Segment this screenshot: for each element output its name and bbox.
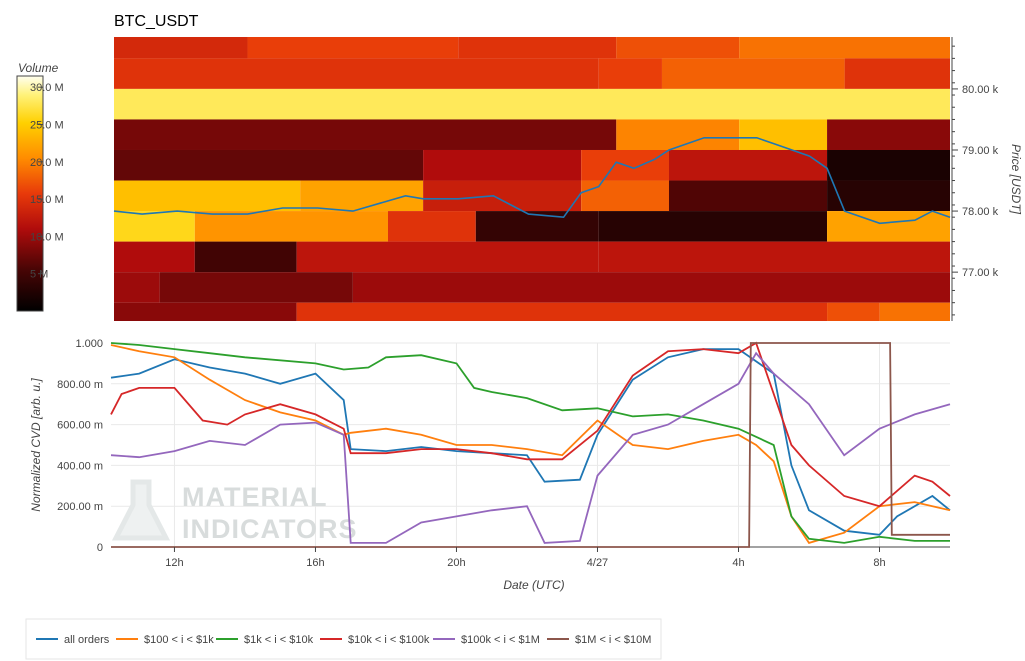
heatmap-cell — [458, 37, 617, 59]
heatmap-cell — [114, 88, 950, 120]
x-tick-label: 8h — [873, 557, 885, 569]
heatmap-cell — [739, 37, 950, 59]
heatmap-cell — [844, 58, 950, 89]
legend-label[interactable]: $100k < i < $1M — [461, 634, 540, 646]
series-line-0 — [110, 348, 951, 536]
series-line-4 — [110, 351, 951, 544]
heatmap-cell — [296, 241, 599, 273]
heatmap-cell — [827, 149, 950, 181]
watermark-logo: MATERIAL INDICATORS — [111, 479, 358, 544]
heatmap-cell — [581, 180, 669, 212]
y-axis-title: Normalized CVD [arb. u.] — [29, 378, 43, 512]
watermark-line1: MATERIAL — [182, 482, 327, 512]
y-axis: 1.000 800.00 m 600.00 m 400.00 m 200.00 m 0 — [57, 338, 103, 554]
heatmap-cell — [827, 302, 880, 321]
legend-label[interactable]: $10k < i < $100k — [348, 634, 430, 646]
cvd-series — [110, 341, 951, 548]
heatmap-cell — [827, 119, 950, 150]
colorbar-tick-label: 30.0 M — [30, 82, 64, 94]
heatmap-title: BTC_USDT — [114, 13, 199, 30]
watermark-line2: INDICATORS — [182, 514, 358, 544]
price-tick-label: 77.00 k — [962, 267, 999, 279]
y-tick-label: 0 — [97, 542, 103, 554]
price-axis: 80.00 k 79.00 k 78.00 k 77.00 k — [951, 37, 999, 321]
x-axis-title: Date (UTC) — [503, 578, 564, 592]
price-tick-label: 80.00 k — [962, 84, 999, 96]
heatmap-cell — [661, 58, 845, 89]
heatmap-cell — [352, 272, 950, 303]
heatmap-cell — [827, 180, 950, 212]
heatmap-cell — [114, 211, 195, 242]
series-line-1 — [110, 344, 951, 544]
heatmap-cell — [296, 302, 828, 321]
heatmap-cell — [616, 119, 740, 150]
legend-label[interactable]: $1M < i < $10M — [575, 634, 651, 646]
heatmap-cell — [114, 149, 424, 181]
series-line-5 — [111, 342, 950, 548]
x-tick-label: 20h — [447, 557, 465, 569]
heatmap-bands — [114, 37, 950, 321]
heatmap-cell — [194, 211, 388, 242]
colorbar-tick-label: 10.0 M — [30, 231, 64, 243]
heatmap-cell — [423, 180, 582, 212]
price-axis-title: Price [USDT] — [1009, 144, 1023, 215]
heatmap-cell — [300, 180, 424, 212]
heatmap-cell — [598, 58, 662, 89]
colorbar-tick-label: 25.0 M — [30, 119, 64, 131]
heatmap-cell — [114, 272, 160, 303]
heatmap-cell — [879, 302, 950, 321]
series-line-2 — [110, 342, 950, 544]
heatmap-cell — [827, 211, 950, 242]
heatmap-cell — [114, 119, 617, 150]
colorbar-tick-label: 5 M — [30, 269, 48, 281]
legend-label[interactable]: all orders — [64, 634, 110, 646]
heatmap-cell — [423, 149, 582, 181]
x-tick-label: 16h — [306, 557, 324, 569]
heatmap-cell — [598, 241, 950, 273]
price-tick-label: 78.00 k — [962, 206, 999, 218]
heatmap-cell — [668, 180, 828, 212]
y-tick-label: 600.00 m — [57, 420, 103, 432]
heatmap-cell — [114, 302, 297, 321]
y-tick-label: 1.000 — [75, 338, 103, 350]
heatmap-cell — [739, 119, 828, 150]
heatmap-cell — [668, 149, 828, 181]
legend-label[interactable]: $100 < i < $1k — [144, 634, 214, 646]
legend-label[interactable]: $1k < i < $10k — [244, 634, 314, 646]
x-tick-label: 12h — [165, 557, 183, 569]
y-tick-label: 200.00 m — [57, 501, 103, 513]
colorbar-tick-label: 15.0 M — [30, 194, 64, 206]
y-tick-label: 800.00 m — [57, 379, 103, 391]
series-line-3 — [110, 341, 951, 508]
heatmap-cell — [616, 37, 740, 59]
colorbar-ticks: 30.0 M 25.0 M 20.0 M 15.0 M 10.0 M 5 M — [30, 82, 64, 281]
colorbar-title: Volume — [18, 61, 59, 75]
heatmap-cell — [475, 211, 599, 242]
heatmap-cell — [114, 37, 248, 59]
legend: all orders $100 < i < $1k $1k < i < $10k $1… — [36, 634, 651, 646]
heatmap-cell — [114, 180, 301, 212]
x-tick-label: 4h — [732, 557, 744, 569]
price-line — [113, 137, 951, 225]
heatmap-cell — [194, 241, 297, 273]
heatmap-cell — [114, 241, 195, 273]
heatmap-cell — [387, 211, 476, 242]
flask-icon — [111, 479, 171, 541]
x-tick-label: 4/27 — [587, 557, 608, 569]
heatmap-cell — [598, 211, 828, 242]
heatmap-cell — [247, 37, 459, 59]
x-axis: 12h 16h 20h 4/27 4h 8h — [165, 547, 886, 569]
colorbar-tick-label: 20.0 M — [30, 157, 64, 169]
colorbar — [16, 75, 44, 312]
price-tick-label: 79.00 k — [962, 145, 999, 157]
y-tick-label: 400.00 m — [57, 460, 103, 472]
heatmap-cell — [159, 272, 353, 303]
heatmap-cell — [114, 58, 599, 89]
